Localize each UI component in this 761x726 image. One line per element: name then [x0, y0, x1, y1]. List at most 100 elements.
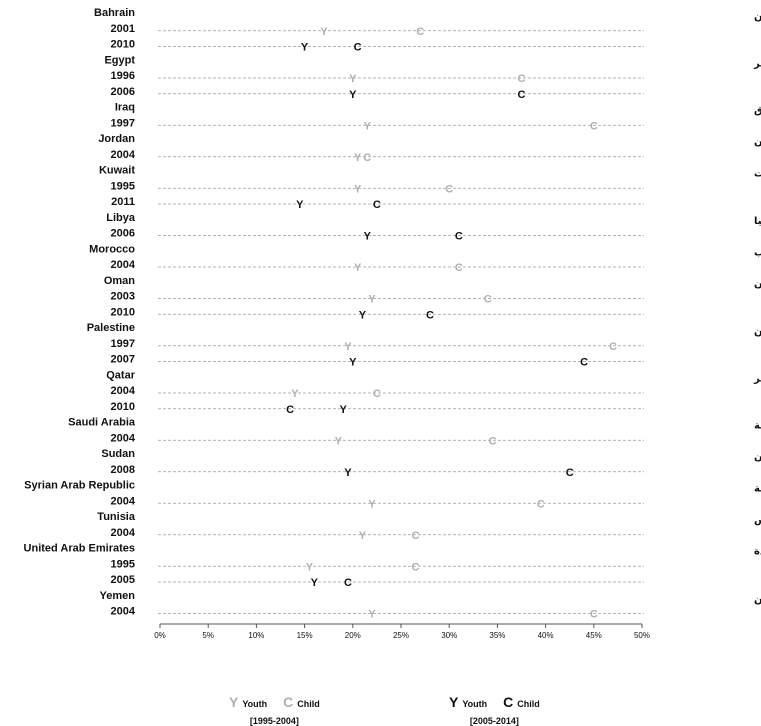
child-marker: C	[537, 498, 545, 510]
x-axis: 0% 5% 10% 15% 20% 25% 30% 35% 40% 45% 50%	[154, 623, 650, 640]
gridlines	[158, 30, 644, 614]
legend-late: Y Youth C Child [2005-2014]	[449, 694, 540, 726]
youth-marker: Y	[339, 404, 347, 416]
youth-marker: Y	[359, 309, 367, 321]
x-tick-label: 0%	[154, 631, 166, 640]
country-arabic-saudi-arabia: المملكة العربية السعودية	[754, 421, 761, 432]
youth-marker: Y	[311, 577, 319, 589]
legend-late-youth-symbol: Y	[449, 694, 459, 710]
child-marker: C	[286, 404, 294, 416]
survey-year: 1997	[111, 117, 135, 129]
youth-marker: Y	[359, 530, 367, 542]
child-marker: C	[455, 231, 463, 243]
survey-year: 2004	[111, 527, 136, 539]
survey-year: 2011	[111, 196, 135, 208]
survey-year: 1995	[111, 180, 135, 192]
child-marker: C	[411, 530, 419, 542]
youth-marker: Y	[291, 388, 299, 400]
country-arabic-yemen: اليمن	[754, 594, 761, 605]
country-name-qatar: Qatar	[106, 369, 135, 381]
country-arabic-qatar: قطر	[753, 373, 761, 384]
youth-marker: Y	[349, 89, 357, 101]
youth-marker: Y	[296, 199, 304, 211]
survey-year: 2008	[111, 464, 135, 476]
country-name-united-arab-emirates: United Arab Emirates	[24, 543, 135, 555]
country-arabic-sudan: السودان	[754, 452, 761, 463]
legend-early-youth-label: Youth	[242, 699, 268, 709]
x-tick-label: 20%	[345, 631, 361, 640]
country-name-bahrain: Bahrain	[94, 7, 135, 19]
child-marker: C	[518, 89, 526, 101]
country-name-jordan: Jordan	[98, 133, 135, 145]
child-marker: C	[373, 388, 381, 400]
country-name-saudi-arabia: Saudi Arabia	[68, 417, 136, 429]
youth-marker: Y	[320, 26, 328, 38]
country-name-libya: Libya	[106, 212, 136, 224]
youth-marker: Y	[306, 561, 314, 573]
survey-year: 2005	[111, 574, 135, 586]
country-name-yemen: Yemen	[100, 590, 136, 602]
country-name-palestine: Palestine	[87, 322, 135, 334]
survey-year: 2004	[111, 259, 136, 271]
child-marker: C	[566, 467, 574, 479]
x-tick-label: 30%	[441, 631, 457, 640]
country-name-iraq: Iraq	[115, 102, 135, 114]
legend-early-youth-symbol: Y	[229, 694, 239, 710]
youth-marker: Y	[368, 609, 376, 621]
x-tick-label: 40%	[538, 631, 554, 640]
survey-year: 2004	[111, 495, 136, 507]
country-arabic-morocco: المغرب	[754, 247, 761, 258]
country-name-kuwait: Kuwait	[99, 165, 135, 177]
child-marker: C	[416, 26, 424, 38]
child-marker: C	[489, 435, 497, 447]
legend-late-period: [2005-2014]	[469, 716, 519, 726]
x-tick-label: 45%	[586, 631, 602, 640]
child-marker: C	[609, 341, 617, 353]
survey-year: 2010	[111, 39, 135, 51]
survey-year: 2003	[111, 291, 135, 303]
legend-late-youth-label: Youth	[462, 699, 488, 709]
country-name-oman: Oman	[104, 275, 135, 287]
youth-marker: Y	[349, 73, 357, 85]
x-tick-label: 5%	[202, 631, 214, 640]
country-arabic-united-arab-emirates: الامارات العربية المتحدة	[754, 547, 761, 558]
child-marker: C	[363, 152, 371, 164]
youth-marker: Y	[335, 435, 343, 447]
legend-early-period: [1995-2004]	[249, 716, 299, 726]
legend-late-child-label: Child	[517, 699, 540, 709]
survey-year: 2006	[111, 86, 135, 98]
x-tick-label: 10%	[248, 631, 264, 640]
child-marker: C	[373, 199, 381, 211]
survey-year: 2001	[111, 23, 135, 35]
country-name-syrian-arab-republic: Syrian Arab Republic	[24, 480, 135, 492]
x-tick-label: 50%	[634, 631, 650, 640]
child-marker: C	[484, 294, 492, 306]
youth-marker: Y	[354, 183, 362, 195]
youth-marker: Y	[364, 231, 372, 243]
country-arabic-egypt: مصر	[753, 58, 761, 69]
survey-year: 2004	[111, 606, 136, 618]
x-tick-label: 25%	[393, 631, 409, 640]
country-arabic-palestine: فلسطين	[754, 326, 761, 337]
youth-marker: Y	[349, 357, 357, 369]
x-tick-label: 15%	[297, 631, 313, 640]
country-arabic-libya: ليبيا	[754, 216, 761, 227]
child-marker: C	[411, 561, 419, 573]
country-arabic-syrian-arab-republic: الجمهورية العربية السورية	[754, 484, 761, 495]
youth-marker: Y	[364, 120, 372, 132]
youth-marker: Y	[344, 341, 352, 353]
child-marker: C	[445, 183, 453, 195]
country-name-morocco: Morocco	[89, 243, 135, 255]
country-name-sudan: Sudan	[101, 448, 135, 460]
survey-year: 1995	[111, 558, 135, 570]
youth-marker: Y	[354, 262, 362, 274]
survey-year: 1997	[111, 338, 135, 350]
x-tick-label: 35%	[489, 631, 505, 640]
survey-year: 2004	[111, 149, 136, 161]
child-marker: C	[354, 42, 362, 54]
country-arabic-oman: عمان	[754, 279, 761, 290]
child-marker: C	[590, 120, 598, 132]
child-marker: C	[590, 609, 598, 621]
